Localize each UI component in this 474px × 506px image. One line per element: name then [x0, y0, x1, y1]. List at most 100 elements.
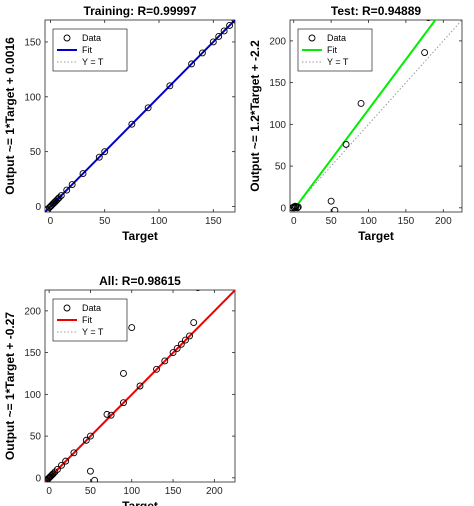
data-point	[290, 203, 298, 211]
plot-3: 0 50 100 150 200 0 50 100 150 200 All: R=0.98615 Ta…	[3, 274, 236, 506]
data-point	[357, 100, 365, 107]
y-tick-label: 200	[269, 36, 286, 47]
data-point	[161, 357, 169, 365]
data-point	[79, 170, 87, 178]
data-point	[342, 140, 350, 148]
data-point	[70, 449, 78, 457]
data-point	[128, 120, 136, 128]
data-point	[63, 186, 71, 194]
y-tick-label: 150	[24, 37, 41, 48]
legend: Data Fit Y = T	[297, 28, 373, 72]
x-axis-label: Target	[122, 499, 158, 506]
y-tick-label: 50	[30, 432, 42, 443]
y-tick-label: 50	[275, 162, 287, 173]
x-axis-label: Target	[122, 229, 158, 243]
data-point	[292, 203, 300, 211]
legend: Data Fit Y = T	[52, 28, 128, 72]
plot-area	[45, 20, 235, 212]
x-axis-label: Target	[358, 229, 394, 243]
data-point	[86, 467, 94, 475]
y-tick-label: 0	[280, 203, 286, 214]
plot-area	[45, 290, 235, 482]
x-tick-label: 100	[151, 216, 168, 227]
plot-title: All: R=0.98615	[99, 274, 181, 288]
y-tick-label: 100	[24, 390, 41, 401]
data-point	[177, 340, 185, 348]
x-tick-label: 0	[48, 216, 54, 227]
legend-identity-label: Y = T	[327, 57, 349, 67]
x-tick-label: 200	[206, 486, 223, 497]
data-point	[68, 181, 76, 189]
legend-data-marker	[308, 34, 316, 42]
data-point	[186, 332, 194, 340]
data-point	[195, 290, 201, 291]
data-point	[209, 38, 217, 46]
legend-identity-label: Y = T	[82, 57, 104, 67]
data-point	[327, 197, 335, 205]
plot-title: Training: R=0.99997	[83, 4, 196, 18]
y-tick-label: 50	[30, 147, 42, 158]
data-point	[57, 192, 65, 199]
legend-fit-label: Fit	[327, 45, 337, 55]
data-point	[153, 365, 160, 373]
data-point	[120, 399, 127, 407]
plot-1: 0 50 100 150 0 50 100 150 Training: R=0.99997 Tar…	[3, 4, 236, 243]
legend-fit-label: Fit	[82, 315, 92, 325]
data-point	[425, 20, 431, 21]
y-axis-label: Output ~= 1.2*Target + -2.2	[248, 40, 262, 192]
x-tick-label: 150	[398, 216, 415, 227]
data-point	[190, 319, 198, 327]
x-tick-label: 0	[291, 216, 297, 227]
data-point	[82, 436, 90, 444]
data-point	[107, 411, 115, 419]
data-point	[198, 49, 206, 57]
identity-line	[290, 20, 462, 212]
data-point	[215, 33, 223, 40]
x-tick-label: 200	[435, 216, 452, 227]
data-point	[91, 476, 99, 482]
legend-data-label: Data	[82, 303, 101, 313]
data-point	[294, 204, 301, 212]
y-tick-label: 0	[35, 202, 41, 213]
data-point	[101, 148, 109, 156]
y-tick-label: 200	[24, 306, 41, 317]
data-point	[331, 206, 339, 212]
y-tick-label: 150	[24, 348, 41, 359]
data-point	[51, 468, 59, 476]
data-point	[188, 60, 196, 68]
legend-data-label: Data	[82, 33, 101, 43]
y-tick-label: 0	[35, 473, 41, 484]
data-point	[62, 457, 70, 465]
x-tick-label: 50	[326, 216, 338, 227]
x-tick-label: 150	[205, 216, 222, 227]
x-tick-label: 100	[360, 216, 377, 227]
data-point	[181, 336, 189, 344]
data-point	[291, 202, 299, 210]
data-point	[53, 466, 61, 473]
data-point	[120, 370, 127, 377]
data-point	[136, 382, 144, 390]
data-point	[86, 432, 94, 440]
y-tick-label: 100	[269, 120, 286, 131]
y-axis-label: Output ~= 1*Target + 0.0016	[3, 37, 17, 195]
fit-line	[290, 20, 437, 212]
x-tick-label: 100	[123, 486, 140, 497]
legend-data-label: Data	[327, 33, 346, 43]
fit-line	[45, 20, 235, 212]
legend-identity-label: Y = T	[82, 327, 104, 337]
plot-title: Test: R=0.94889	[331, 4, 421, 18]
data-point	[294, 203, 302, 211]
data-point	[226, 22, 234, 29]
fit-line	[45, 290, 235, 482]
data-point	[173, 344, 181, 352]
legend-fit-label: Fit	[82, 45, 92, 55]
legend-data-marker	[63, 34, 71, 42]
legend: Data Fit Y = T	[52, 298, 128, 342]
data-point	[144, 104, 152, 112]
data-point	[128, 324, 136, 332]
x-tick-label: 0	[46, 486, 52, 497]
data-point	[169, 349, 177, 357]
data-point	[48, 471, 56, 478]
data-point	[47, 472, 55, 480]
